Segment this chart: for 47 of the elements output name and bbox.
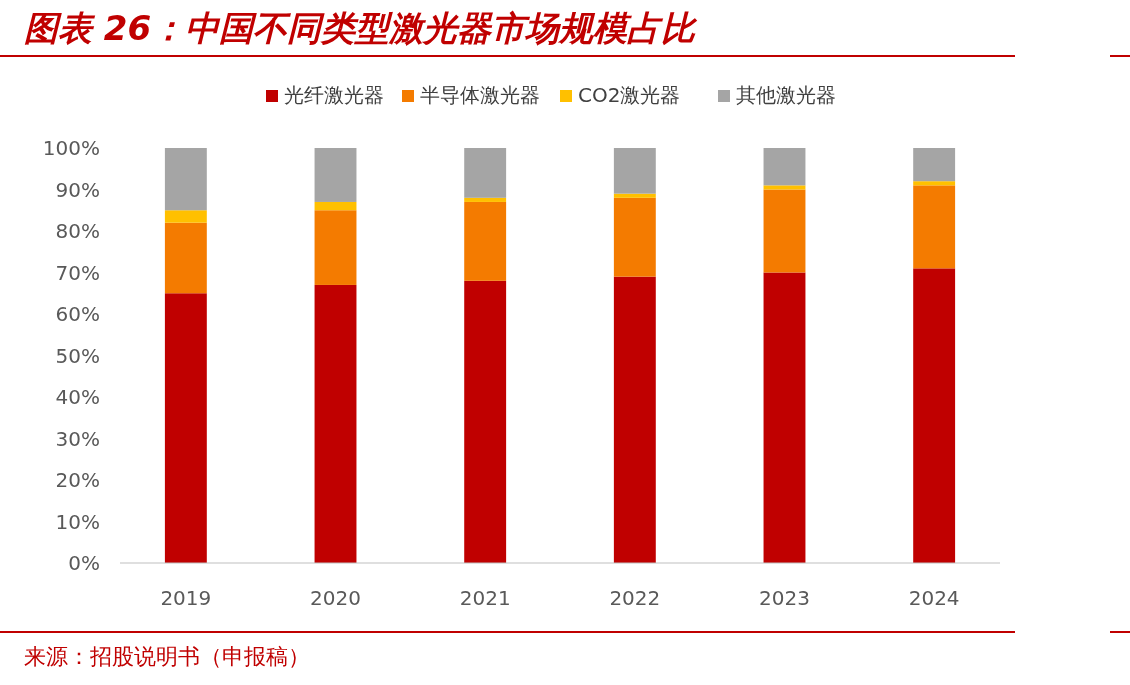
y-tick-label: 80% — [55, 219, 100, 243]
bar — [464, 280, 507, 563]
x-tick-label: 2020 — [310, 586, 361, 610]
bar — [613, 148, 656, 194]
legend-label: CO2激光器 — [578, 83, 681, 107]
bar — [314, 210, 357, 285]
bar — [613, 193, 656, 198]
bar — [613, 276, 656, 563]
bar — [164, 148, 207, 211]
x-tick-label: 2023 — [759, 586, 810, 610]
y-tick-label: 70% — [55, 260, 100, 285]
y-tick-label: 60% — [55, 302, 100, 326]
x-tick-label: 2024 — [908, 586, 960, 610]
bar — [913, 185, 956, 269]
chart-title: 图表 26：中国不同类型激光器市场规模占比 — [24, 8, 699, 48]
x-tick-label: 2022 — [609, 586, 661, 610]
y-tick-label: 0% — [68, 551, 100, 575]
bar — [763, 148, 806, 186]
legend-label: 其他激光器 — [736, 83, 836, 107]
source-note: 来源：招股说明书（申报稿） — [24, 644, 310, 669]
bar — [314, 284, 357, 563]
bar — [464, 201, 507, 281]
x-tick-label: 2021 — [459, 586, 511, 610]
bar — [464, 197, 507, 202]
bar — [164, 222, 207, 294]
legend-label: 光纤激光器 — [284, 83, 384, 107]
y-tick-label: 50% — [55, 343, 100, 368]
bar — [913, 181, 956, 186]
y-tick-label: 100% — [42, 136, 100, 160]
bar — [763, 189, 806, 273]
bar — [314, 201, 357, 211]
bar — [763, 185, 806, 190]
bar — [763, 272, 806, 563]
bar — [464, 148, 507, 198]
bar — [613, 197, 656, 277]
bar — [314, 148, 357, 202]
x-tick-label: 2019 — [160, 586, 212, 610]
bar — [164, 293, 207, 563]
bar — [164, 210, 207, 223]
y-tick-label: 10% — [55, 509, 100, 534]
y-tick-label: 20% — [55, 468, 100, 492]
legend-label: 半导体激光器 — [420, 83, 540, 107]
y-tick-label: 40% — [55, 385, 100, 409]
y-tick-label: 30% — [55, 426, 100, 451]
bar — [913, 148, 956, 182]
bar — [913, 268, 956, 563]
y-tick-label: 90% — [55, 177, 100, 202]
